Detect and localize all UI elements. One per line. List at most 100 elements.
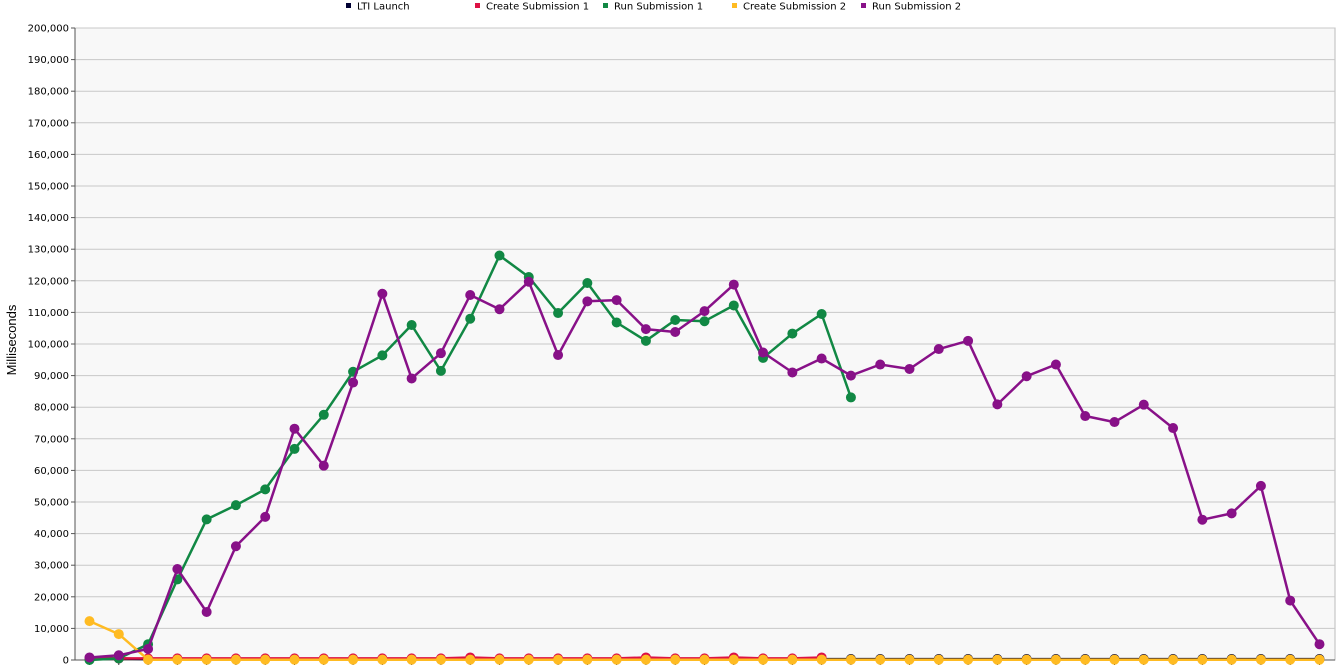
series-line [89, 656, 822, 660]
data-point [1197, 514, 1208, 525]
data-point [640, 324, 651, 335]
data-point [406, 654, 417, 665]
data-point [670, 654, 681, 665]
data-point [406, 373, 417, 384]
data-point [113, 629, 124, 640]
data-point [1168, 654, 1179, 665]
data-point [758, 654, 769, 665]
data-point [670, 326, 681, 337]
y-tick-label: 40,000 [34, 529, 69, 540]
data-point [904, 654, 915, 665]
data-point [1021, 654, 1032, 665]
data-point [816, 654, 827, 665]
data-point [640, 335, 651, 346]
legend-swatch [346, 3, 351, 8]
data-point [494, 304, 505, 315]
y-tick-label: 130,000 [28, 245, 69, 256]
y-tick-label: 70,000 [34, 434, 69, 445]
data-point [1050, 359, 1061, 370]
data-point [1285, 654, 1296, 665]
y-tick-label: 170,000 [28, 118, 69, 129]
data-point [1255, 654, 1266, 665]
data-point [143, 643, 154, 654]
data-point [143, 654, 154, 665]
y-tick-label: 10,000 [34, 624, 69, 635]
data-point [611, 317, 622, 328]
data-point [230, 654, 241, 665]
data-point [1226, 654, 1237, 665]
legend-swatch [861, 3, 866, 8]
data-point [611, 654, 622, 665]
data-point [1080, 411, 1091, 422]
y-tick-label: 30,000 [34, 561, 69, 572]
data-point [553, 308, 564, 319]
data-point [728, 300, 739, 311]
data-point [494, 250, 505, 261]
data-point [1021, 371, 1032, 382]
legend-swatch [475, 3, 480, 8]
y-tick-label: 180,000 [28, 87, 69, 98]
data-point [1197, 654, 1208, 665]
y-tick-label: 80,000 [34, 403, 69, 414]
data-point [348, 377, 359, 388]
data-point [230, 541, 241, 552]
data-point [1109, 654, 1120, 665]
y-tick-label: 120,000 [28, 276, 69, 287]
data-point [699, 306, 710, 317]
data-point [787, 328, 798, 339]
data-point [933, 344, 944, 355]
y-tick-label: 140,000 [28, 213, 69, 224]
y-tick-label: 150,000 [28, 182, 69, 193]
y-tick-label: 20,000 [34, 592, 69, 603]
data-point [963, 335, 974, 346]
data-point [758, 347, 769, 358]
data-point [611, 295, 622, 306]
data-point [845, 392, 856, 403]
data-point [582, 278, 593, 289]
y-tick-label: 90,000 [34, 371, 69, 382]
data-point [289, 654, 300, 665]
data-point [728, 279, 739, 290]
data-point [845, 370, 856, 381]
data-point [933, 654, 944, 665]
data-point [1255, 480, 1266, 491]
data-point [699, 316, 710, 327]
series-create-submission-2 [84, 616, 1325, 665]
legend-label: Run Submission 2 [872, 2, 961, 13]
data-point [494, 654, 505, 665]
data-point [992, 654, 1003, 665]
data-point [1314, 639, 1325, 650]
data-point [201, 654, 212, 665]
y-tick-label: 190,000 [28, 55, 69, 66]
data-point [318, 409, 329, 420]
data-point [992, 399, 1003, 410]
data-point [1314, 654, 1325, 665]
data-point [377, 654, 388, 665]
data-point [816, 308, 827, 319]
data-point [113, 650, 124, 661]
y-tick-label: 0 [63, 656, 69, 667]
y-axis: 0 10,000 20,000 30,000 40,000 50,000 60,000 70,… [28, 24, 76, 667]
data-point [1138, 399, 1149, 410]
data-point [406, 320, 417, 331]
data-point [201, 514, 212, 525]
data-point [787, 654, 798, 665]
data-point [435, 365, 446, 376]
y-tick-label: 100,000 [28, 340, 69, 351]
series-run-submission-2 [84, 276, 1325, 663]
data-point [377, 288, 388, 299]
data-point [875, 654, 886, 665]
data-point [816, 353, 827, 364]
data-point [465, 654, 476, 665]
data-point [845, 654, 856, 665]
y-tick-label: 160,000 [28, 150, 69, 161]
data-point [1050, 654, 1061, 665]
data-point [728, 654, 739, 665]
data-point [963, 654, 974, 665]
data-point [377, 350, 388, 361]
data-point [553, 350, 564, 361]
data-point [260, 654, 271, 665]
data-point [640, 654, 651, 665]
data-point [582, 654, 593, 665]
